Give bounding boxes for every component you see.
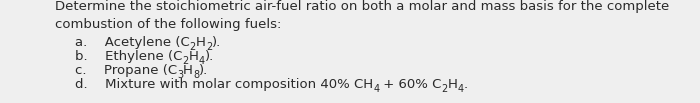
Text: b.  Ethylene (C: b. Ethylene (C [75,50,183,63]
Text: combustion of the following fuels:: combustion of the following fuels: [55,18,281,31]
Text: .: . [464,78,468,91]
Text: 4: 4 [199,56,204,66]
Text: a.  Acetylene (C: a. Acetylene (C [75,36,190,49]
Text: ).: ). [204,50,214,63]
Text: ).: ). [199,64,209,77]
Text: ).: ). [212,36,221,49]
Text: 2: 2 [183,56,188,66]
Text: 2: 2 [190,42,196,52]
Text: 2: 2 [206,42,212,52]
Text: 4: 4 [373,84,379,94]
Text: 2: 2 [442,84,448,94]
Text: d.  Mixture with molar composition 40% CH: d. Mixture with molar composition 40% CH [75,78,373,91]
Text: 8: 8 [193,70,199,80]
Text: H: H [448,78,458,91]
Text: 3: 3 [177,70,183,80]
Text: H: H [183,64,193,77]
Text: H: H [196,36,206,49]
Text: Determine the stoichiometric air-fuel ratio on both a molar and mass basis for t: Determine the stoichiometric air-fuel ra… [55,0,669,13]
Text: + 60% C: + 60% C [379,78,442,91]
Text: H: H [188,50,199,63]
Text: 4: 4 [458,84,464,94]
Text: c.  Propane (C: c. Propane (C [75,64,177,77]
